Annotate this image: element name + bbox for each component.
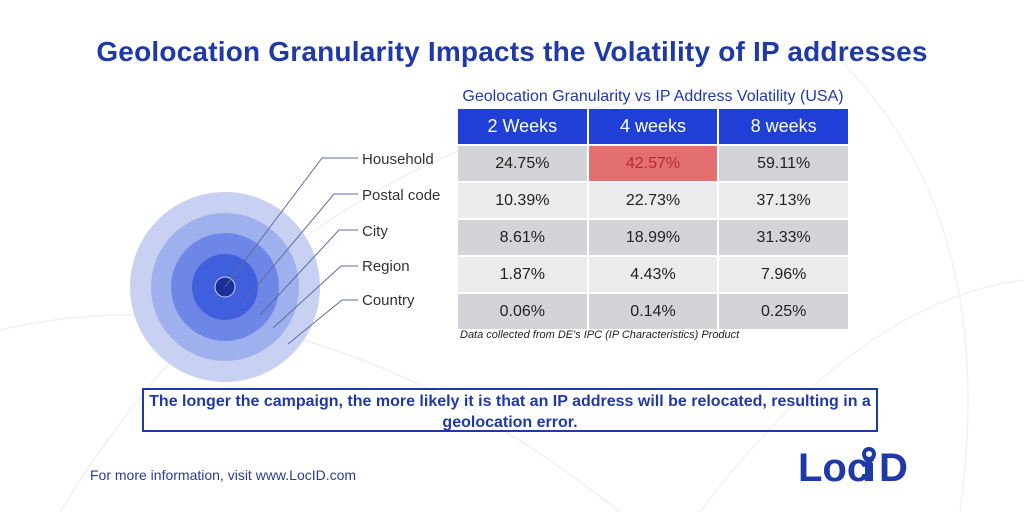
callout-line-1: The longer the campaign, the more likely… [149,393,871,410]
logo-text-prefix: Loc [798,446,869,489]
layer-label-household: Household [362,151,434,168]
leader-line-city [259,229,358,316]
table-row-household: 24.75% 42.57% 59.11% [458,144,848,181]
column-header-2-weeks: 2 Weeks [458,109,587,144]
table-cell: 0.25% [719,292,848,329]
table-row-postal-code: 10.39% 22.73% 37.13% [458,181,848,218]
table-cell: 18.99% [588,218,718,255]
layer-label-city: City [362,223,388,240]
column-header-4-weeks: 4 weeks [588,109,718,144]
source-note: Data collected from DE's IPC (IP Charact… [460,329,740,341]
leader-line-region [272,265,358,329]
logo-text-suffix: D [879,446,908,489]
table-cell: 59.11% [719,144,848,181]
table-cell: 22.73% [588,181,718,218]
location-pin-icon [862,447,876,481]
layer-label-country: Country [362,292,415,309]
callout-line-2: geolocation error. [442,414,578,431]
page-title: Geolocation Granularity Impacts the Vola… [96,36,928,67]
table-cell: 24.75% [458,144,587,181]
granularity-rings-diagram [130,157,358,382]
layer-label-region: Region [362,258,410,275]
table-cell: 1.87% [458,255,587,292]
table-cell: 0.06% [458,292,587,329]
table-header-row: 2 Weeks 4 weeks 8 weeks [458,109,848,144]
leader-line-household [224,157,358,288]
table-caption: Geolocation Granularity vs IP Address Vo… [462,88,844,105]
callout-box: The longer the campaign, the more likely… [142,388,878,432]
layer-label-postal-code: Postal code [362,187,441,204]
table-cell: 31.33% [719,218,848,255]
table-cell: 10.39% [458,181,587,218]
locid-logo: Loc D [798,446,908,489]
column-header-8-weeks: 8 weeks [719,109,848,144]
table-cell: 37.13% [719,181,848,218]
leader-line-postal-code [244,193,358,301]
footer-info: For more information, visit www.LocID.co… [90,467,357,483]
table-cell: 4.43% [588,255,718,292]
table-cell: 8.61% [458,218,587,255]
volatility-table: 2 Weeks 4 weeks 8 weeks 24.75% 42.57% 59… [456,109,850,329]
table-row-country: 0.06% 0.14% 0.25% [458,292,848,329]
table-cell-highlighted: 42.57% [588,144,718,181]
table-row-city: 8.61% 18.99% 31.33% [458,218,848,255]
leader-line-country [287,299,358,345]
table-row-region: 1.87% 4.43% 7.96% [458,255,848,292]
table-cell: 0.14% [588,292,718,329]
table-cell: 7.96% [719,255,848,292]
